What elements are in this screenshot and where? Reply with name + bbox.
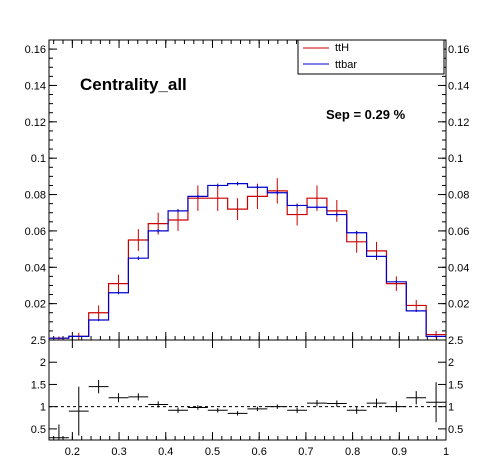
- y-tick-label-left: 0.04: [25, 262, 46, 274]
- ratio-y-tick-label-right: 2.5: [448, 335, 463, 347]
- y-tick-label-right: 0.16: [448, 44, 469, 56]
- ratio-x-tick-label: 0.6: [252, 446, 267, 458]
- ratio-plot-border: [48, 339, 447, 441]
- ratio-x-tick-label: 1: [443, 446, 449, 458]
- y-tick-label-left: 0.06: [25, 226, 46, 238]
- y-tick-label-right: 0.14: [448, 80, 469, 92]
- y-tick-label-left: 0.02: [25, 299, 46, 311]
- y-tick-label-right: 0.02: [448, 299, 469, 311]
- y-tick-label-left: 0.16: [25, 44, 46, 56]
- ratio-ticks: 0.5 0.5 1 1 1.5 1.5 2 2 2.5 2.5 0.2 0.3 0.4 0.5 0.6 0.7…: [31, 335, 464, 458]
- ratio-x-tick-label: 0.4: [158, 446, 173, 458]
- y-tick-label-left: 0.14: [25, 80, 46, 92]
- y-tick-label-right: 0.12: [448, 117, 469, 129]
- ratio-x-tick-label: 0.8: [345, 446, 360, 458]
- ratio-y-tick-label-left: 0.5: [31, 424, 46, 436]
- y-tick-label-left: 0.12: [25, 117, 46, 129]
- ratio-y-tick-label-left: 1: [40, 402, 46, 414]
- ratio-x-tick-label: 0.9: [392, 446, 407, 458]
- ratio-y-tick-label-left: 2: [40, 357, 46, 369]
- ratio-x-tick-label: 0.5: [205, 446, 220, 458]
- ratio-y-tick-label-left: 2.5: [31, 335, 46, 347]
- ratio-y-tick-label-left: 1.5: [31, 379, 46, 391]
- ratio-x-tick-label: 0.2: [65, 446, 80, 458]
- ratio-x-tick-label: 0.7: [298, 446, 313, 458]
- ratio-y-tick-label-right: 0.5: [448, 424, 463, 436]
- histograms: [49, 178, 446, 340]
- ratio-x-tick-label: 0.3: [111, 446, 126, 458]
- ratio-y-tick-label-right: 1.5: [448, 379, 463, 391]
- legend: ttH ttbar: [297, 39, 445, 75]
- y-tick-label-right: 0.06: [448, 226, 469, 238]
- y-tick-label-left: 0.08: [25, 190, 46, 202]
- y-tick-label-left: 0.1: [31, 153, 46, 165]
- y-tick-label-right: 0.08: [448, 190, 469, 202]
- ratio-plot-frame: [48, 339, 447, 441]
- legend-label-ttbar: ttbar: [335, 59, 357, 71]
- legend-box: [297, 39, 445, 75]
- ratio-points: [49, 380, 446, 440]
- main-y-ticks: 0.02 0.02 0.04 0.04 0.06 0.06 0.08 0.08 0.1 0.1 0.…: [25, 40, 469, 340]
- hist-ttH: [49, 190, 446, 339]
- y-tick-label-right: 0.04: [448, 262, 469, 274]
- ratio-y-tick-label-right: 2: [448, 357, 454, 369]
- separation-annotation: Sep = 0.29 %: [326, 107, 406, 122]
- chart-title: Centrality_all: [80, 75, 187, 94]
- legend-label-tth: ttH: [335, 42, 349, 54]
- y-tick-label-right: 0.1: [448, 153, 463, 165]
- ratio-y-tick-label-right: 1: [448, 402, 454, 414]
